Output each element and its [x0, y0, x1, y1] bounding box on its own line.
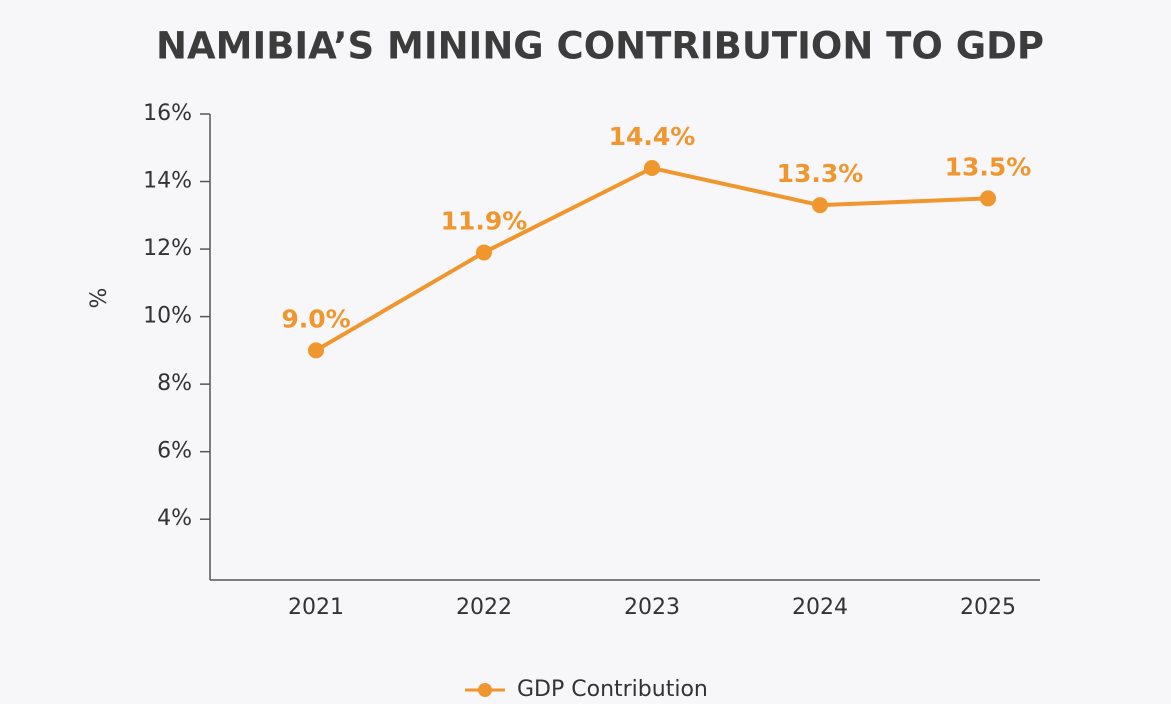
- y-tick-label: 14%: [143, 169, 192, 194]
- legend-marker: [478, 683, 492, 697]
- x-tick-label: 2024: [792, 595, 848, 620]
- y-tick-label: 16%: [143, 101, 192, 126]
- chart-title: NAMIBIA’S MINING CONTRIBUTION TO GDP: [156, 25, 1044, 68]
- x-tick-label: 2022: [456, 595, 512, 620]
- y-axis-label: %: [87, 288, 112, 309]
- y-tick-label: 8%: [157, 371, 192, 396]
- x-tick-label: 2023: [624, 595, 680, 620]
- data-point: [308, 342, 324, 359]
- data-label: 13.5%: [945, 152, 1032, 181]
- data-label: 9.0%: [281, 304, 350, 333]
- data-point: [644, 160, 660, 177]
- y-tick-label: 4%: [157, 506, 192, 531]
- data-point: [812, 197, 828, 214]
- x-tick-label: 2025: [960, 595, 1016, 620]
- y-tick-label: 10%: [143, 304, 192, 329]
- legend-label: GDP Contribution: [517, 677, 708, 702]
- data-label: 11.9%: [441, 206, 528, 235]
- data-label: 13.3%: [777, 159, 864, 188]
- y-tick-label: 12%: [143, 236, 192, 261]
- y-tick-label: 6%: [157, 439, 192, 464]
- x-tick-label: 2021: [288, 595, 344, 620]
- data-point: [980, 190, 996, 207]
- data-point: [476, 244, 492, 261]
- data-label: 14.4%: [609, 122, 696, 151]
